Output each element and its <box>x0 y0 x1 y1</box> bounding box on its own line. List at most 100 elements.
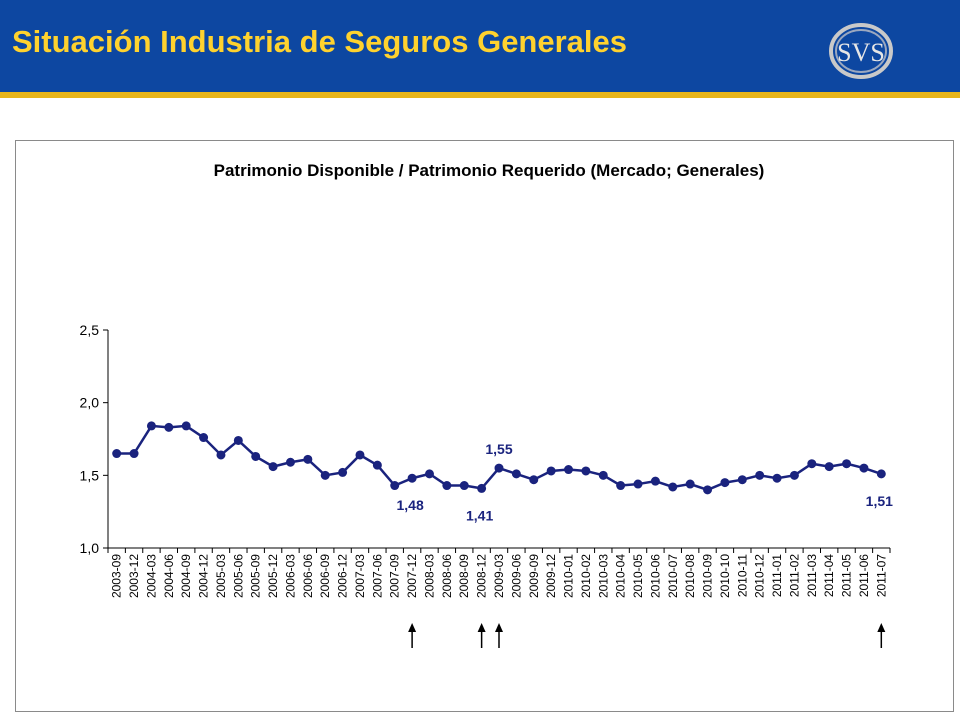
data-label: 1,41 <box>466 507 493 523</box>
x-tick-label: 2003-09 <box>110 554 124 598</box>
data-point <box>668 482 678 492</box>
data-point <box>372 460 382 470</box>
arrow-marker <box>495 623 503 648</box>
data-point <box>824 462 834 472</box>
data-point <box>181 421 191 431</box>
x-tick-label: 2004-12 <box>197 554 211 598</box>
svs-logo: SVS <box>829 23 893 79</box>
header-bar <box>0 0 960 92</box>
x-tick-label: 2010-12 <box>753 554 767 598</box>
data-points <box>112 421 886 495</box>
x-tick-label: 2010-08 <box>683 554 697 598</box>
x-tick-label: 2009-06 <box>509 554 523 598</box>
x-tick-label: 2010-03 <box>596 554 610 598</box>
x-tick-label: 2010-09 <box>701 554 715 598</box>
x-tick-label: 2007-09 <box>388 554 402 598</box>
data-point <box>303 454 313 464</box>
x-tick-label: 2010-07 <box>666 554 680 598</box>
data-point <box>338 467 348 477</box>
data-point <box>703 485 713 495</box>
data-point <box>477 483 487 493</box>
data-point <box>494 463 504 473</box>
data-point <box>755 470 765 480</box>
x-tick-label: 2011-02 <box>787 554 801 597</box>
data-point <box>581 466 591 476</box>
x-tick-label: 2007-06 <box>370 554 384 598</box>
data-point <box>268 462 278 472</box>
data-label: 1,48 <box>396 497 423 513</box>
x-tick-label: 2011-01 <box>770 554 784 597</box>
data-point <box>546 466 556 476</box>
x-tick-label: 2008-09 <box>457 554 471 598</box>
y-tick-label: 2,5 <box>80 322 100 338</box>
x-tick-label: 2009-12 <box>544 554 558 598</box>
y-axis-ticks: 1,0 1,5 2,0 2,5 <box>80 322 108 556</box>
arrow-head <box>477 623 486 632</box>
x-tick-label: 2010-05 <box>631 554 645 598</box>
data-point <box>164 422 174 432</box>
data-point <box>511 469 521 479</box>
x-tick-label: 2010-04 <box>614 554 628 598</box>
data-point <box>129 449 139 459</box>
chart-title: Patrimonio Disponible / Patrimonio Reque… <box>214 161 765 180</box>
x-tick-label: 2004-06 <box>162 554 176 598</box>
x-axis-tick-labels: 2003-09 2003-12 2004-03 2004-06 2004-09 2004-… <box>107 548 891 598</box>
x-tick-label: 2005-12 <box>266 554 280 598</box>
y-tick-label: 1,5 <box>80 467 100 483</box>
data-point <box>859 463 869 473</box>
arrow-head <box>408 623 417 632</box>
x-tick-label: 2006-06 <box>301 554 315 598</box>
x-tick-label: 2005-06 <box>231 554 245 598</box>
data-annotations: 1,48 1,41 1,55 1,51 <box>396 441 893 523</box>
chart-axes <box>107 330 890 549</box>
x-tick-label: 2008-03 <box>422 554 436 598</box>
data-label: 1,51 <box>866 493 893 509</box>
data-point <box>789 470 799 480</box>
series-line <box>116 424 882 492</box>
data-point <box>876 469 886 479</box>
x-tick-label: 2008-12 <box>475 554 489 598</box>
x-tick-label: 2011-06 <box>857 554 871 597</box>
y-tick-label: 1,0 <box>80 540 100 556</box>
x-tick-label: 2010-11 <box>735 554 749 597</box>
page-title: Situación Industria de Seguros Generales <box>12 24 628 59</box>
arrow-head <box>495 623 503 632</box>
x-tick-label: 2006-03 <box>283 554 297 598</box>
data-point <box>251 451 261 461</box>
x-tick-label: 2005-09 <box>249 554 263 598</box>
data-point <box>737 475 747 485</box>
x-tick-label: 2010-06 <box>648 554 662 598</box>
data-point <box>807 459 817 469</box>
x-tick-label: 2011-03 <box>805 554 819 597</box>
data-point <box>633 479 643 489</box>
data-point <box>424 469 434 479</box>
x-tick-label: 2011-07 <box>874 554 888 597</box>
x-tick-label: 2007-12 <box>405 554 419 598</box>
x-tick-label: 2009-09 <box>527 554 541 598</box>
x-tick-label: 2004-03 <box>144 554 158 598</box>
data-point <box>616 481 626 491</box>
data-point <box>285 457 295 467</box>
y-tick-label: 2,0 <box>80 395 100 411</box>
x-tick-label: 2004-09 <box>179 554 193 598</box>
x-tick-label: 2008-06 <box>440 554 454 598</box>
arrow-head <box>877 623 886 632</box>
data-point <box>720 478 730 488</box>
x-tick-label: 2005-03 <box>214 554 228 598</box>
logo-text: SVS <box>837 38 885 67</box>
data-point <box>199 433 209 443</box>
data-point <box>772 473 782 483</box>
data-label: 1,55 <box>485 441 512 457</box>
data-point <box>564 465 574 475</box>
data-point <box>598 470 608 480</box>
data-point <box>529 475 539 485</box>
x-tick-label: 2011-04 <box>822 554 836 597</box>
x-tick-label: 2006-09 <box>318 554 332 598</box>
data-point <box>216 450 226 460</box>
x-tick-label: 2010-01 <box>562 554 576 598</box>
data-point <box>407 473 417 483</box>
data-point <box>459 481 469 491</box>
arrow-marker <box>408 623 417 648</box>
data-point <box>842 459 852 469</box>
